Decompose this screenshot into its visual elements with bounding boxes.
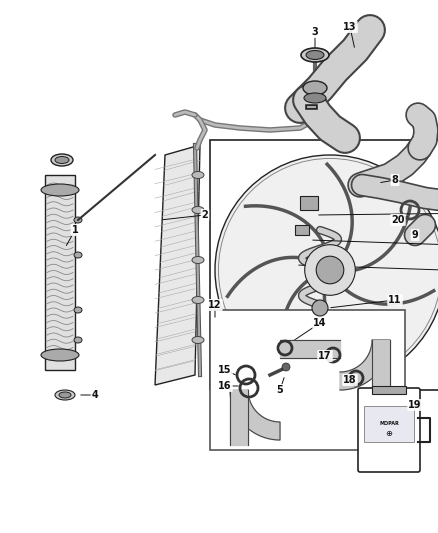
Polygon shape — [230, 390, 280, 440]
Circle shape — [312, 300, 328, 316]
Text: 20: 20 — [391, 215, 405, 225]
Polygon shape — [280, 340, 340, 358]
Ellipse shape — [55, 390, 75, 400]
Text: 15: 15 — [218, 365, 232, 375]
Text: 1: 1 — [72, 225, 78, 235]
Circle shape — [282, 363, 290, 371]
Text: 4: 4 — [92, 390, 99, 400]
Text: 2: 2 — [201, 210, 208, 220]
Ellipse shape — [306, 51, 324, 60]
Text: 17: 17 — [318, 351, 332, 361]
Text: 14: 14 — [313, 318, 327, 328]
Ellipse shape — [192, 296, 204, 303]
Ellipse shape — [74, 307, 82, 313]
Bar — [295, 225, 309, 235]
Ellipse shape — [74, 252, 82, 258]
Text: 5: 5 — [277, 385, 283, 395]
Polygon shape — [340, 340, 390, 390]
FancyBboxPatch shape — [358, 388, 420, 472]
Text: 9: 9 — [412, 230, 418, 240]
Text: 18: 18 — [343, 375, 357, 385]
Ellipse shape — [304, 93, 326, 103]
Text: 12: 12 — [208, 300, 222, 310]
Ellipse shape — [51, 154, 73, 166]
Ellipse shape — [41, 184, 79, 196]
Text: 3: 3 — [311, 27, 318, 37]
Polygon shape — [372, 340, 390, 395]
Text: 13: 13 — [343, 22, 357, 32]
Polygon shape — [155, 145, 200, 385]
Circle shape — [305, 245, 355, 295]
Text: 8: 8 — [392, 175, 399, 185]
Text: 19: 19 — [408, 400, 422, 410]
Polygon shape — [230, 390, 248, 445]
Ellipse shape — [192, 172, 204, 179]
Bar — [364, 406, 414, 442]
Text: 11: 11 — [388, 295, 402, 305]
Ellipse shape — [74, 337, 82, 343]
Ellipse shape — [192, 256, 204, 263]
Ellipse shape — [55, 157, 69, 164]
Bar — [371, 386, 406, 394]
Bar — [300, 196, 318, 210]
Ellipse shape — [74, 217, 82, 223]
Bar — [210, 310, 405, 450]
Ellipse shape — [41, 349, 79, 361]
Bar — [45, 175, 75, 370]
Circle shape — [215, 155, 438, 385]
Ellipse shape — [301, 48, 329, 62]
Ellipse shape — [303, 81, 327, 95]
Circle shape — [316, 256, 344, 284]
Ellipse shape — [192, 206, 204, 214]
Ellipse shape — [192, 336, 204, 343]
Ellipse shape — [59, 392, 71, 398]
Text: 16: 16 — [218, 381, 232, 391]
Text: ⊕: ⊕ — [385, 430, 392, 439]
Bar — [210, 140, 438, 390]
Text: MOPAR: MOPAR — [379, 421, 399, 426]
